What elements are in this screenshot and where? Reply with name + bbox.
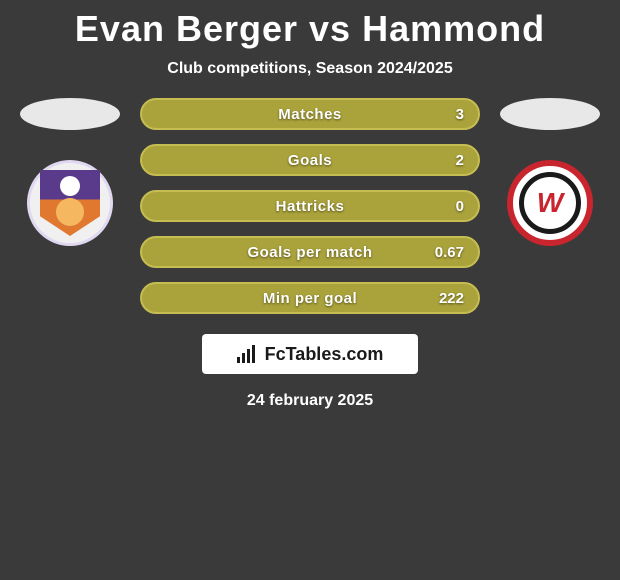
subtitle: Club competitions, Season 2024/2025 — [167, 60, 452, 78]
stat-right-value: 3 — [456, 106, 464, 123]
brand-badge: FcTables.com — [202, 334, 418, 374]
stat-label: Matches — [278, 106, 342, 123]
stat-label: Goals — [288, 152, 332, 169]
stat-row-matches: Matches 3 — [140, 98, 480, 130]
stat-row-min-per-goal: Min per goal 222 — [140, 282, 480, 314]
brand-text: FcTables.com — [265, 344, 384, 365]
perth-glory-shield-icon — [40, 170, 100, 236]
page-title: Evan Berger vs Hammond — [75, 8, 545, 50]
comparison-card: Evan Berger vs Hammond Club competitions… — [0, 0, 620, 410]
ball-icon — [60, 176, 80, 196]
stat-row-goals: Goals 2 — [140, 144, 480, 176]
player-right-silhouette — [500, 98, 600, 130]
stat-row-hattricks: Hattricks 0 — [140, 190, 480, 222]
stat-label: Hattricks — [276, 198, 345, 215]
stat-right-value: 2 — [456, 152, 464, 169]
stat-label: Goals per match — [247, 244, 372, 261]
wanderers-ring-icon: W — [519, 172, 581, 234]
sun-icon — [56, 198, 84, 226]
date-label: 24 february 2025 — [247, 392, 373, 410]
stat-right-value: 0 — [456, 198, 464, 215]
wanderers-w-icon: W — [537, 187, 563, 219]
player-left-silhouette — [20, 98, 120, 130]
stats-column: Matches 3 Goals 2 Hattricks 0 Goals per … — [140, 98, 480, 314]
stat-label: Min per goal — [263, 290, 357, 307]
stat-right-value: 0.67 — [435, 244, 464, 261]
club-badge-right: W — [507, 160, 593, 246]
stat-right-value: 222 — [439, 290, 464, 307]
stat-row-goals-per-match: Goals per match 0.67 — [140, 236, 480, 268]
player-left-column — [20, 98, 120, 246]
comparison-row: Matches 3 Goals 2 Hattricks 0 Goals per … — [0, 98, 620, 314]
club-badge-left — [27, 160, 113, 246]
player-right-column: W — [500, 98, 600, 246]
bar-chart-icon — [237, 345, 259, 363]
